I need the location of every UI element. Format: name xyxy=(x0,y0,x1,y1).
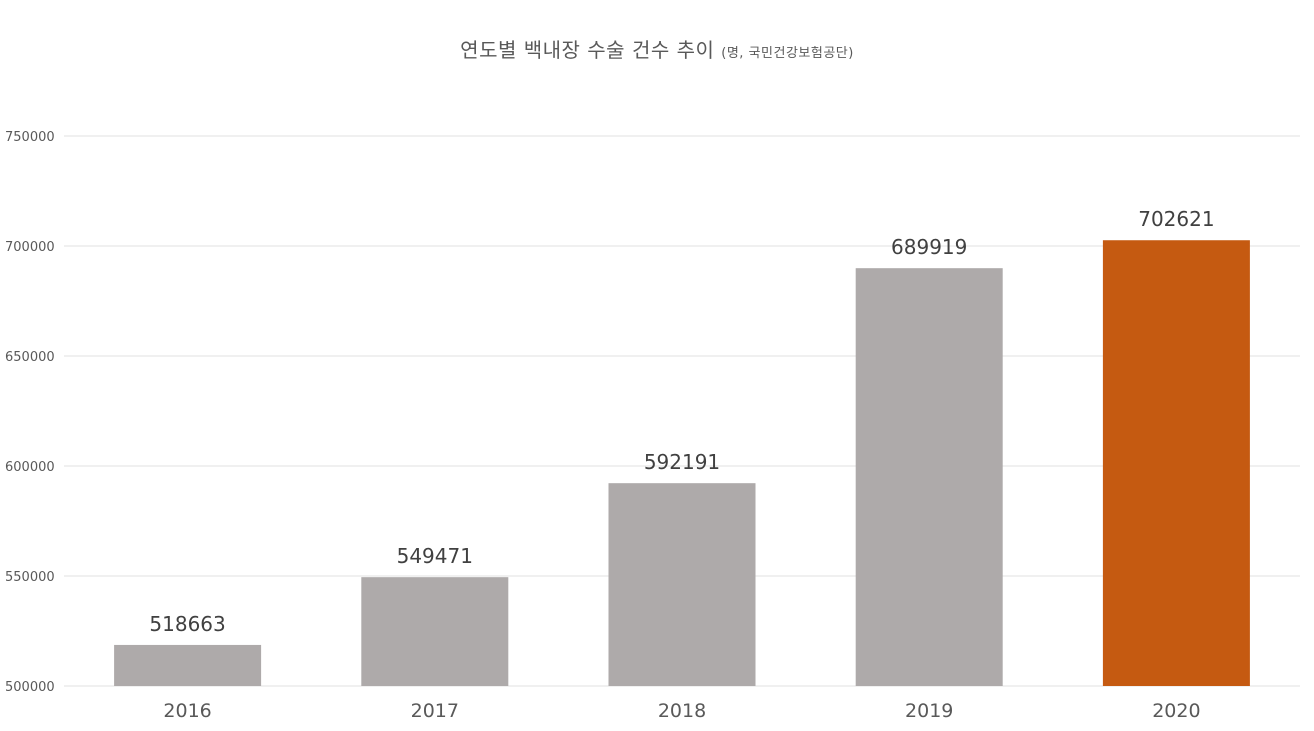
y-tick-label: 550000 xyxy=(5,570,55,585)
y-tick-label: 500000 xyxy=(5,680,55,695)
chart-subtitle: (명, 국민건강보험공단) xyxy=(721,46,854,61)
x-axis-ticks: 2016 2017 2018 2019 2020 xyxy=(163,700,1200,722)
bar xyxy=(114,644,262,686)
chart-title: 연도별 백내장 수술 건수 추이 (명, 국민건강보험공단) xyxy=(0,34,1314,63)
y-tick-label: 600000 xyxy=(5,460,55,475)
y-axis-ticks: 500000 550000 600000 650000 700000 750000 xyxy=(5,130,55,695)
y-tick-label: 750000 xyxy=(5,130,55,145)
x-tick-label: 2017 xyxy=(411,700,459,722)
x-tick-label: 2018 xyxy=(658,700,706,722)
x-tick-label: 2019 xyxy=(905,700,953,722)
data-label: 592191 xyxy=(644,450,720,474)
data-label: 689919 xyxy=(891,235,967,259)
bar xyxy=(361,577,509,686)
bar xyxy=(855,268,1003,686)
y-tick-label: 700000 xyxy=(5,240,55,255)
x-tick-label: 2016 xyxy=(163,700,211,722)
bars xyxy=(114,240,1250,686)
data-label: 702621 xyxy=(1138,207,1214,231)
bar xyxy=(608,483,756,686)
data-label: 518663 xyxy=(149,612,225,636)
chart-title-main: 연도별 백내장 수술 건수 추이 xyxy=(460,38,715,62)
x-tick-label: 2020 xyxy=(1152,700,1200,722)
data-labels: 518663 549471 592191 689919 702621 xyxy=(149,207,1214,636)
data-label: 549471 xyxy=(397,544,473,568)
bar xyxy=(1102,240,1250,686)
y-tick-label: 650000 xyxy=(5,350,55,365)
